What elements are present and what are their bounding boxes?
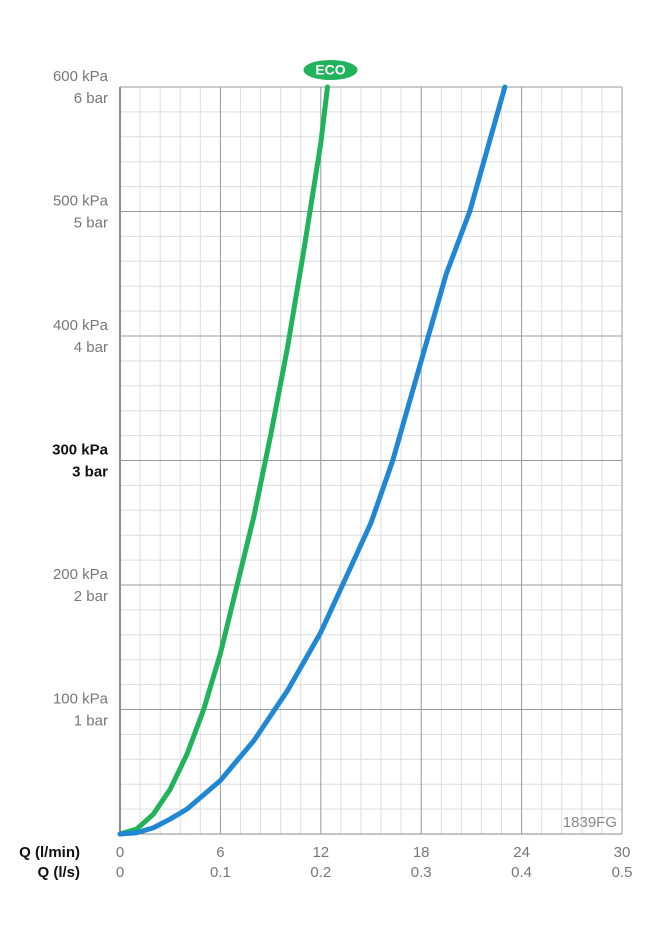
legend-badge <box>303 60 358 80</box>
x-tick-label: 6 <box>216 844 224 861</box>
x2-tick-label: 0.1 <box>210 864 231 881</box>
legend-label: ECO <box>315 62 345 78</box>
grid <box>119 86 623 835</box>
y-tick-label: 200 kPa <box>53 566 109 583</box>
y2-tick-label: 1 bar <box>74 712 108 729</box>
line <box>117 84 508 837</box>
x2-tick-label: 0.5 <box>612 864 633 881</box>
annotation: 1839FG <box>563 814 617 831</box>
x-tick-label: 24 <box>513 844 530 861</box>
y-tick-label: 400 kPa <box>53 317 109 334</box>
x-axis-label: Q (l/min) <box>19 844 80 861</box>
x-tick-label: 18 <box>413 844 430 861</box>
y2-tick-label: 4 bar <box>74 339 108 356</box>
y2-tick-label: 5 bar <box>74 214 108 231</box>
y2-tick-label: 6 bar <box>74 90 108 107</box>
y-tick-label: 300 kPa <box>52 441 109 458</box>
y2-tick-label: 3 bar <box>72 463 108 480</box>
y-tick-label: 100 kPa <box>53 690 109 707</box>
x2-axis-label: Q (l/s) <box>37 864 80 881</box>
x2-tick-label: 0.2 <box>310 864 331 881</box>
x-tick-label: 0 <box>116 844 124 861</box>
x2-tick-label: 0.3 <box>411 864 432 881</box>
y-tick-label: 600 kPa <box>53 68 109 85</box>
x2-tick-label: 0.4 <box>511 864 532 881</box>
x-tick-label: 30 <box>614 844 631 861</box>
plot: ECO <box>117 60 508 837</box>
y-tick-label: 500 kPa <box>53 192 109 209</box>
x-tick-label: 12 <box>312 844 329 861</box>
x2-tick-label: 0 <box>116 864 124 881</box>
y2-tick-label: 2 bar <box>74 588 108 605</box>
line <box>117 84 330 837</box>
